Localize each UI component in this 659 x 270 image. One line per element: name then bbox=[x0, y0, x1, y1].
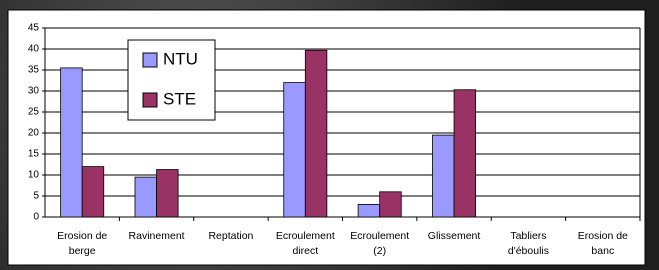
x-tick-label: Glissement bbox=[417, 229, 491, 244]
x-tick-label: Tabliers d'éboulis bbox=[491, 229, 565, 259]
y-tick-label: 35 bbox=[28, 65, 40, 76]
legend-swatch bbox=[143, 53, 157, 67]
x-tick-label: Reptation bbox=[194, 229, 268, 244]
y-tick-label: 25 bbox=[28, 107, 40, 118]
bar bbox=[305, 50, 327, 217]
bar bbox=[135, 177, 157, 217]
y-tick-label: 30 bbox=[28, 86, 40, 97]
bar bbox=[380, 192, 402, 217]
y-tick-label: 5 bbox=[33, 191, 39, 202]
x-tick-label: Erosion de banc bbox=[566, 229, 640, 259]
bar bbox=[358, 204, 380, 217]
legend-label: STE bbox=[163, 89, 196, 108]
y-tick-label: 10 bbox=[28, 170, 40, 181]
y-tick-label: 40 bbox=[28, 44, 40, 55]
bar bbox=[82, 167, 104, 217]
bar bbox=[157, 170, 179, 217]
bar bbox=[432, 135, 454, 217]
legend-label: NTU bbox=[163, 49, 198, 68]
x-tick-label: Ravinement bbox=[120, 229, 194, 244]
bar bbox=[61, 68, 83, 217]
y-tick-label: 45 bbox=[28, 23, 40, 34]
x-tick-label: Ecroulement (2) bbox=[343, 229, 417, 259]
y-tick-label: 15 bbox=[28, 149, 40, 160]
bar bbox=[284, 83, 306, 217]
legend-swatch bbox=[143, 93, 157, 107]
bar bbox=[454, 90, 476, 217]
x-tick-label: Erosion de berge bbox=[45, 229, 119, 259]
x-tick-label: Ecroulement direct bbox=[268, 229, 342, 259]
y-tick-label: 0 bbox=[33, 212, 39, 223]
y-tick-label: 20 bbox=[28, 128, 40, 139]
page: 0 5 10 15 20 25 30 35 40 45 NTU STE Erosion de berg… bbox=[0, 0, 659, 270]
